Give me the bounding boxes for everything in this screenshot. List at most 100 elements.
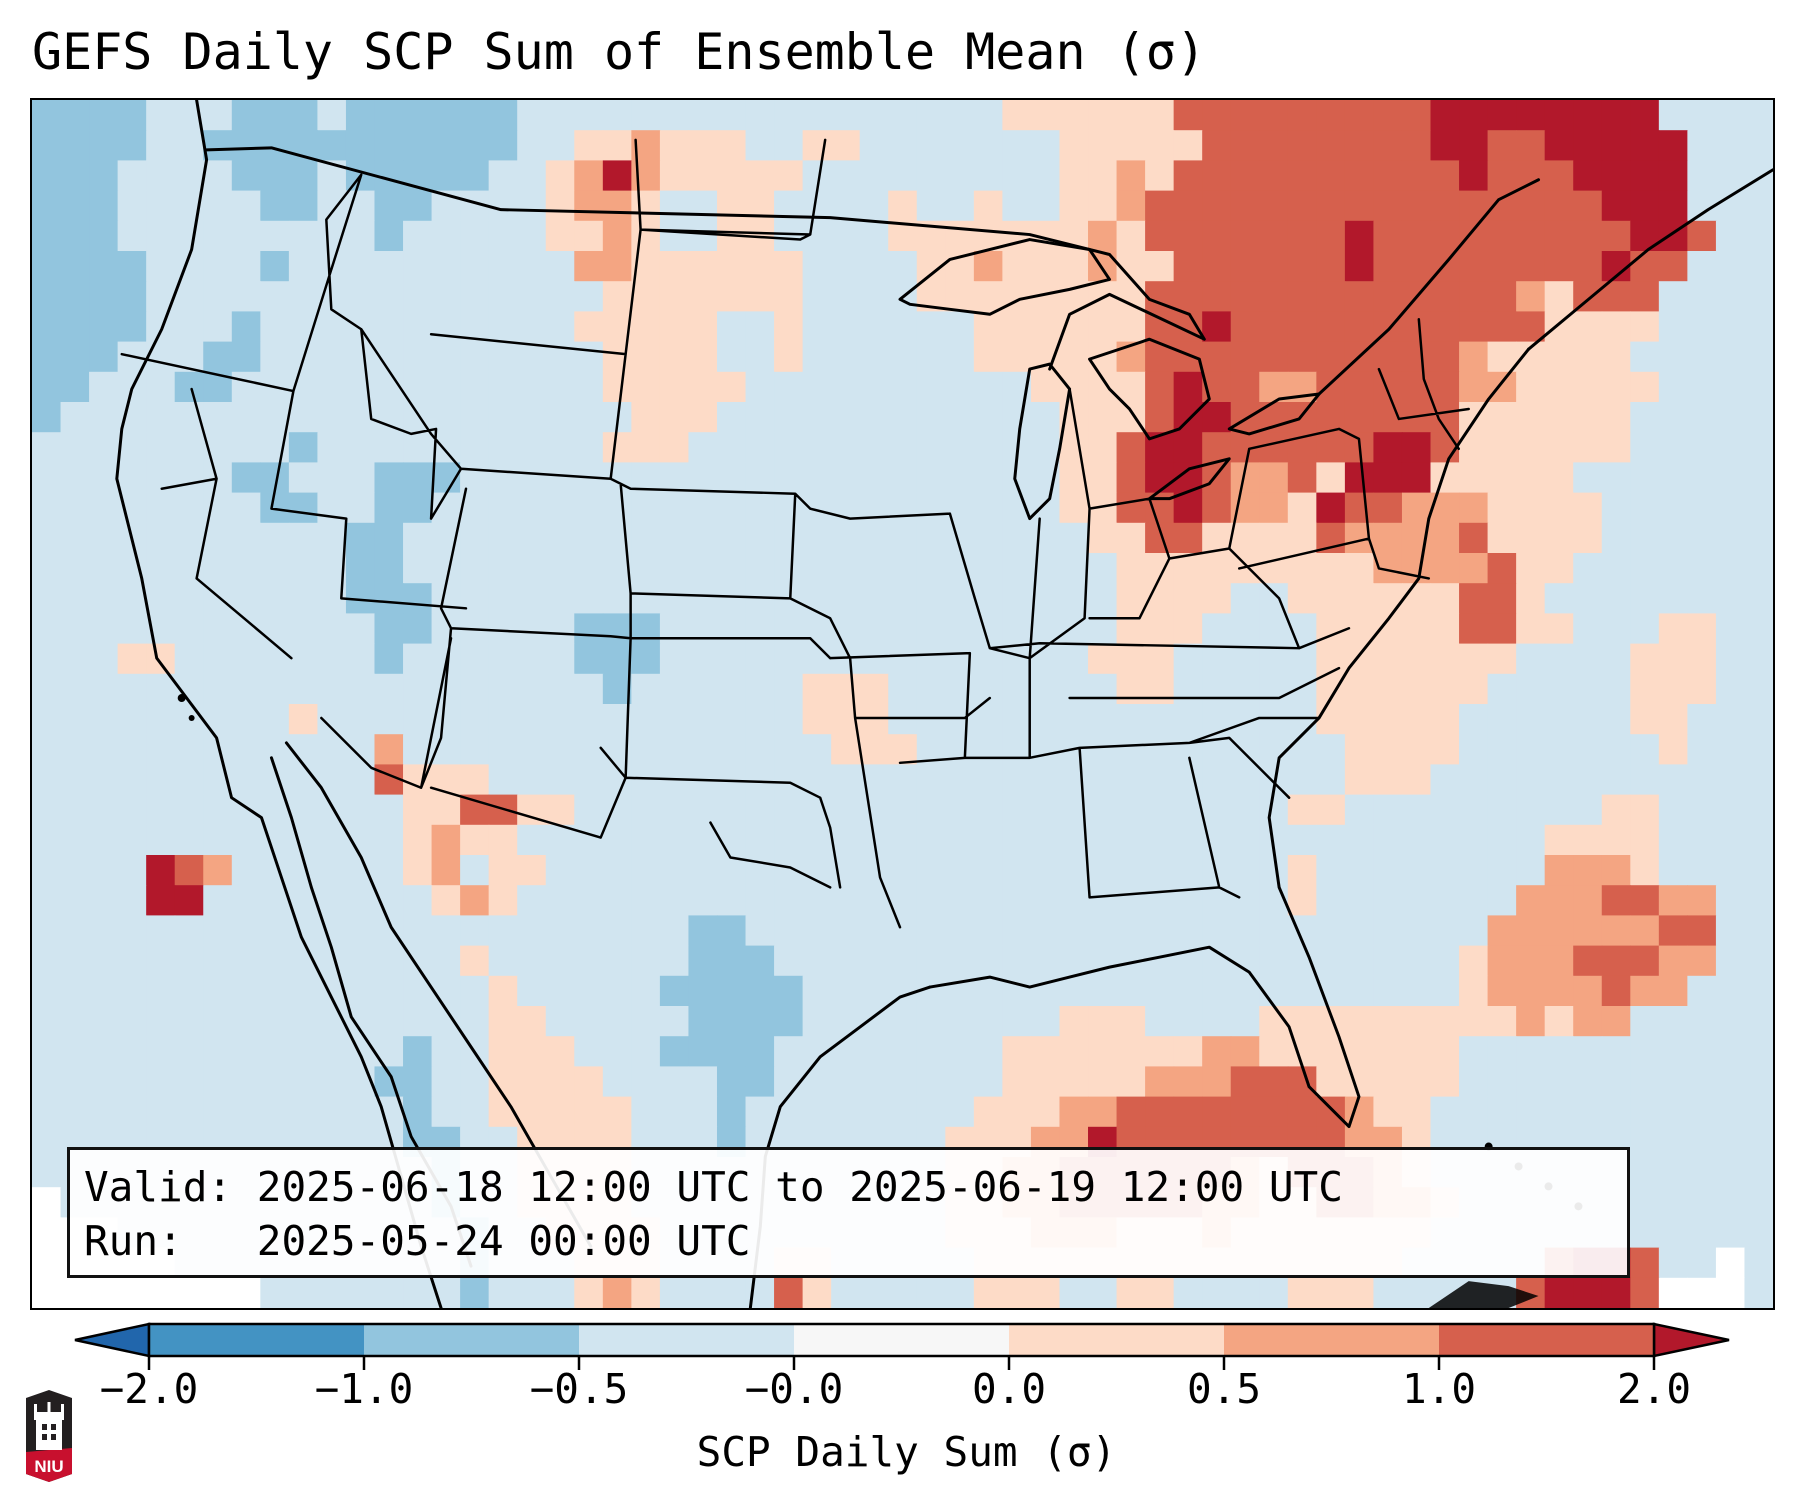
heatmap-cell	[1715, 492, 1746, 524]
heatmap-cell	[545, 945, 575, 977]
heatmap-cell	[460, 281, 490, 312]
heatmap-cell	[1715, 673, 1746, 705]
heatmap-cell	[1573, 704, 1603, 735]
heatmap-cell	[1059, 673, 1089, 705]
heatmap-cell	[1088, 1066, 1118, 1098]
heatmap-cell	[1715, 1187, 1746, 1218]
heatmap-cell	[1687, 281, 1717, 312]
heatmap-cell	[1030, 673, 1061, 705]
heatmap-cell	[574, 734, 604, 765]
heatmap-cell	[1601, 130, 1631, 161]
heatmap-cell	[631, 824, 661, 856]
heatmap-cell	[89, 492, 119, 524]
heatmap-cell	[1030, 1006, 1061, 1037]
heatmap-cell	[32, 281, 62, 312]
heatmap-cell	[1202, 643, 1232, 675]
heatmap-cell	[146, 1096, 176, 1128]
heatmap-cell	[1173, 975, 1203, 1007]
heatmap-cell	[716, 371, 747, 403]
heatmap-cell	[203, 704, 233, 735]
heatmap-cell	[802, 553, 832, 584]
heatmap-cell	[1059, 643, 1089, 675]
valid-time-text: Valid: 2025-06-18 12:00 UTC to 2025-06-1…	[84, 1163, 1343, 1211]
heatmap-cell	[1573, 220, 1603, 252]
heatmap-cell	[1715, 462, 1746, 494]
heatmap-cell	[1344, 824, 1375, 856]
colorbar-segment	[579, 1324, 794, 1356]
heatmap-cell	[1487, 643, 1517, 675]
heatmap-cell	[1544, 1066, 1574, 1098]
heatmap-cell	[1173, 130, 1203, 161]
heatmap-cell	[1373, 341, 1403, 373]
heatmap-cell	[231, 824, 261, 856]
heatmap-cell	[1202, 583, 1232, 614]
heatmap-cell	[345, 885, 376, 916]
heatmap-cell	[488, 371, 518, 403]
heatmap-cell	[517, 643, 547, 675]
heatmap-cell	[1173, 613, 1203, 645]
heatmap-cell	[32, 764, 62, 796]
heatmap-cell	[1658, 885, 1688, 916]
heatmap-cell	[1202, 100, 1232, 131]
heatmap-cell	[1630, 1187, 1660, 1218]
heatmap-cell	[973, 371, 1003, 403]
heatmap-cell	[1544, 915, 1574, 947]
heatmap-cell	[716, 492, 747, 524]
heatmap-cell	[1059, 1036, 1089, 1067]
heatmap-cell	[317, 1277, 347, 1308]
heatmap-cell	[517, 311, 547, 343]
heatmap-cell	[1630, 1096, 1660, 1128]
heatmap-cell	[545, 281, 575, 312]
heatmap-cell	[1744, 1157, 1773, 1188]
heatmap-cell	[460, 402, 490, 433]
heatmap-cell	[146, 975, 176, 1007]
heatmap-cell	[1373, 1006, 1403, 1037]
heatmap-cell	[1601, 1066, 1631, 1098]
heatmap-cell	[659, 1036, 690, 1067]
heatmap-cell	[345, 1036, 376, 1067]
heatmap-cell	[1459, 1036, 1489, 1067]
heatmap-cell	[1487, 432, 1517, 463]
heatmap-cell	[602, 1066, 632, 1098]
heatmap-cell	[1373, 855, 1403, 886]
heatmap-cell	[716, 1036, 747, 1067]
heatmap-cell	[117, 1066, 147, 1098]
heatmap-cell	[973, 764, 1003, 796]
heatmap-cell	[1459, 341, 1489, 373]
heatmap-cell	[1401, 734, 1432, 765]
heatmap-cell	[117, 462, 147, 494]
heatmap-cell	[374, 553, 404, 584]
heatmap-cell	[374, 673, 404, 705]
heatmap-cell	[1145, 130, 1175, 161]
heatmap-cell	[1173, 251, 1203, 282]
heatmap-cell	[1116, 915, 1146, 947]
heatmap-cell	[517, 251, 547, 282]
heatmap-cell	[1344, 130, 1375, 161]
heatmap-cell	[1059, 492, 1089, 524]
heatmap-cell	[888, 100, 918, 131]
heatmap-cell	[1287, 311, 1317, 343]
heatmap-cell	[1430, 371, 1460, 403]
heatmap-cell	[1002, 341, 1032, 373]
heatmap-cell	[1544, 583, 1574, 614]
heatmap-cell	[345, 764, 376, 796]
heatmap-cell	[1658, 341, 1688, 373]
heatmap-cell	[1715, 311, 1746, 343]
heatmap-cell	[1316, 100, 1346, 131]
heatmap-cell	[1088, 100, 1118, 131]
heatmap-cell	[174, 764, 204, 796]
heatmap-cell	[1573, 492, 1603, 524]
heatmap-cell	[89, 824, 119, 856]
heatmap-cell	[1601, 1277, 1631, 1308]
heatmap-cell	[916, 371, 946, 403]
heatmap-cell	[89, 734, 119, 765]
heatmap-cell	[403, 1066, 433, 1098]
heatmap-cell	[1630, 1217, 1660, 1249]
heatmap-cell	[1573, 945, 1603, 977]
heatmap-cell	[1316, 794, 1346, 826]
heatmap-cell	[32, 613, 62, 645]
heatmap-cell	[231, 1006, 261, 1037]
heatmap-cell	[288, 704, 319, 735]
heatmap-cell	[859, 613, 889, 645]
heatmap-cell	[774, 160, 804, 192]
